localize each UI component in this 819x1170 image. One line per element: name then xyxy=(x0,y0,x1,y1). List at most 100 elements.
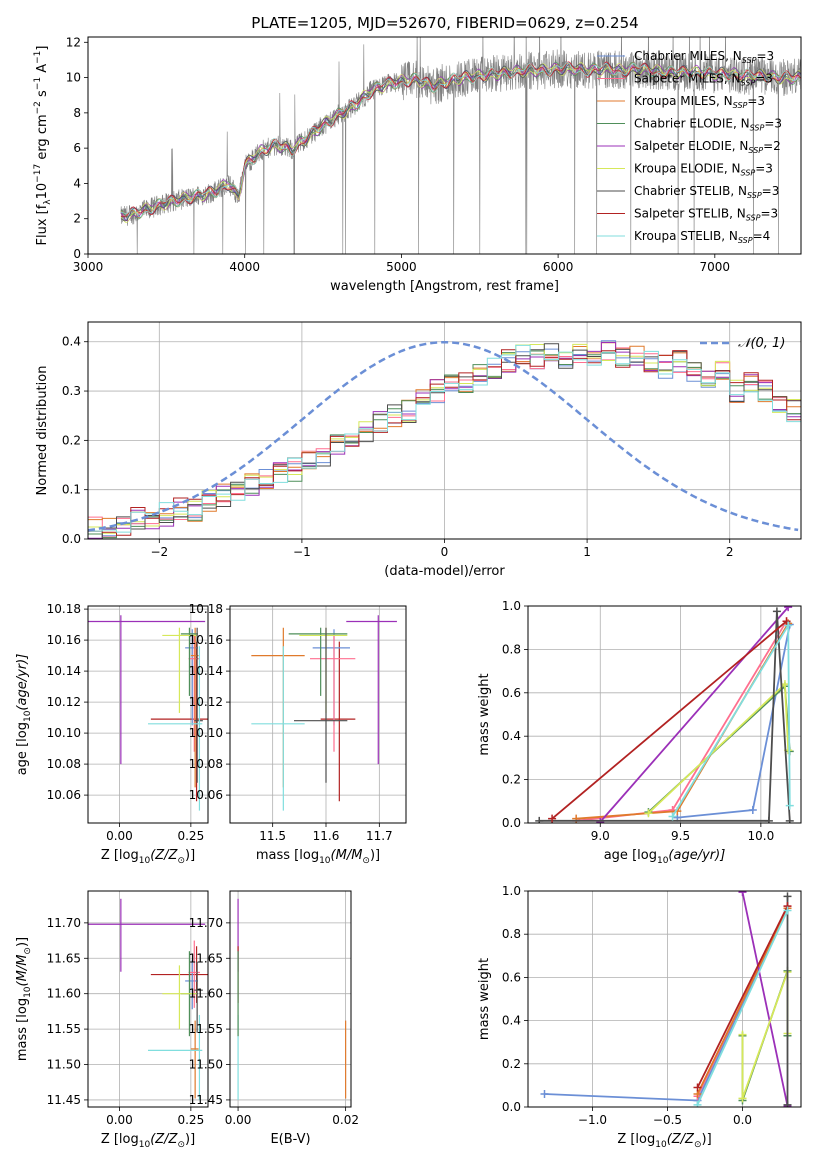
mass-weight-line xyxy=(696,907,789,1095)
legend-label: Kroupa ELODIE, NSSP=3 xyxy=(634,162,773,178)
x-tick-label: −1.0 xyxy=(578,1113,607,1127)
mass-weight-line xyxy=(696,905,789,1088)
y-tick-label: 0.0 xyxy=(502,816,521,830)
mass-weight-marker xyxy=(535,816,544,823)
axes-frame xyxy=(229,890,352,1108)
x-tick-label: 0.25 xyxy=(177,829,204,843)
axes-frame xyxy=(87,890,209,1108)
x-tick-label: 11.7 xyxy=(366,829,393,843)
y-tick-label: 10.06 xyxy=(47,788,81,802)
y-tick-label: 0.4 xyxy=(502,1014,521,1028)
legend-label: 𝒩(0, 1) xyxy=(738,336,785,351)
chart-spectrum: 3000 4000 5000 6000 7000 0 2 4 6 8 10 12 wavelength … xyxy=(33,35,802,294)
x-tick-label: −2 xyxy=(150,545,168,559)
chart-age_vs_Z: 0.00 0.25 10.06 10.08 10.10 10.12 10.14 10.16 10… xyxy=(15,602,209,866)
legend-label: Chabrier ELODIE, NSSP=3 xyxy=(634,117,782,133)
y-tick-label: 11.55 xyxy=(47,1022,81,1036)
x-axis-label: (data-model)/error xyxy=(384,564,505,579)
x-tick-label: 0 xyxy=(441,545,449,559)
y-tick-label: 0.1 xyxy=(62,483,81,497)
x-tick-label: 9.0 xyxy=(591,829,610,843)
y-tick-label: 10.16 xyxy=(189,633,223,647)
y-axis-label: age [log10(age/yr)] xyxy=(15,654,33,776)
chart-mass_vs_Z: 0.00 0.25 11.45 11.50 11.55 11.60 11.65 11.70 Z … xyxy=(15,890,209,1150)
histogram-step xyxy=(88,342,801,526)
chart-residuals: −2 −1 0 1 2 0.0 0.1 0.2 0.3 0.4 (data-model)/error… xyxy=(35,321,802,579)
x-tick-label: 1 xyxy=(583,545,591,559)
x-tick-label: 0.0 xyxy=(733,1113,752,1127)
x-axis-label: mass [log10(M/M⊙)] xyxy=(256,848,380,866)
massweight_vs_Z-plot-area xyxy=(540,891,792,1107)
mass-weight-line xyxy=(544,907,789,1102)
x-tick-label: 5000 xyxy=(386,260,417,274)
mass-weight-line xyxy=(576,620,788,822)
mass-weight-marker xyxy=(784,621,793,630)
mass-weight-line xyxy=(539,611,791,822)
mass_vs_Z-plot-area xyxy=(88,898,208,1100)
y-tick-label: 8 xyxy=(73,106,81,120)
x-tick-label: 0.02 xyxy=(332,1113,359,1127)
age_vs_Z-plot-area xyxy=(88,615,208,811)
y-tick-label: 10.08 xyxy=(189,757,223,771)
mass-weight-line xyxy=(551,620,788,820)
mass-weight-marker xyxy=(644,809,653,818)
x-tick-label: 4000 xyxy=(229,260,260,274)
histogram-step xyxy=(88,343,801,539)
legend-label: Kroupa MILES, NSSP=3 xyxy=(634,94,765,110)
y-tick-label: 0.6 xyxy=(502,686,521,700)
axes-frame xyxy=(527,605,802,824)
y-tick-label: 0.3 xyxy=(62,384,81,398)
y-tick-label: 10.18 xyxy=(47,602,81,616)
x-axis-label: Z [log10(Z/Z⊙)] xyxy=(101,1132,195,1150)
y-axis-label: mass [log10(M/M⊙)] xyxy=(15,937,33,1061)
y-tick-label: 2 xyxy=(73,212,81,226)
mass-weight-marker xyxy=(693,1100,702,1107)
y-axis-label: mass weight xyxy=(477,958,492,1040)
x-tick-label: 7000 xyxy=(700,260,731,274)
y-tick-label: 11.70 xyxy=(189,916,223,930)
residuals-plot-area xyxy=(88,340,801,539)
x-axis-label: Z [log10(Z/Z⊙)] xyxy=(617,1132,711,1150)
legend-label: Salpeter STELIB, NSSP=3 xyxy=(634,207,778,223)
y-tick-label: 0.4 xyxy=(62,335,81,349)
histogram-step xyxy=(88,343,801,534)
y-tick-label: 10.14 xyxy=(189,664,223,678)
y-tick-label: 10.12 xyxy=(47,695,81,709)
figure-title: PLATE=1205, MJD=52670, FIBERID=0629, z=0… xyxy=(251,14,638,32)
x-tick-label: 0.00 xyxy=(106,829,133,843)
y-tick-label: 11.65 xyxy=(47,951,81,965)
mass-weight-marker xyxy=(785,801,794,810)
y-tick-label: 0.0 xyxy=(502,1100,521,1114)
y-tick-label: 1.0 xyxy=(502,599,521,613)
chart-age_vs_mass: 11.5 11.6 11.7 10.06 10.08 10.10 10.12 10.14 10.… xyxy=(189,602,407,866)
mass-weight-line xyxy=(696,910,789,1106)
y-tick-label: 12 xyxy=(66,35,81,49)
mass-weight-marker xyxy=(783,1100,792,1107)
mass-weight-marker xyxy=(764,816,773,823)
y-tick-label: 0.2 xyxy=(502,773,521,787)
y-tick-label: 10.16 xyxy=(47,633,81,647)
y-tick-label: 11.70 xyxy=(47,916,81,930)
mass-weight-marker xyxy=(748,805,757,814)
x-axis-label: Z [log10(Z/Z⊙)] xyxy=(101,848,195,866)
massweight_vs_age-plot-area xyxy=(535,606,794,823)
mass-weight-marker xyxy=(738,1094,747,1103)
mass-weight-marker xyxy=(785,816,794,823)
y-tick-label: 0.4 xyxy=(502,729,521,743)
x-axis-label: age [log10(age/yr)] xyxy=(604,848,726,866)
y-tick-label: 0.6 xyxy=(502,970,521,984)
axes-frame xyxy=(87,321,802,540)
y-tick-label: 0.8 xyxy=(502,642,521,656)
y-tick-label: 11.45 xyxy=(189,1093,223,1107)
y-tick-label: 4 xyxy=(73,176,81,190)
x-axis-label: E(B-V) xyxy=(270,1132,310,1147)
legend-label: Chabrier MILES, NSSP=3 xyxy=(634,49,774,65)
y-tick-label: 11.45 xyxy=(47,1093,81,1107)
y-tick-label: 10.12 xyxy=(189,695,223,709)
x-tick-label: 11.5 xyxy=(259,829,286,843)
axes-frame xyxy=(87,605,209,824)
mass-weight-marker xyxy=(596,817,605,823)
model-line xyxy=(120,62,801,218)
histogram-step xyxy=(88,340,801,539)
